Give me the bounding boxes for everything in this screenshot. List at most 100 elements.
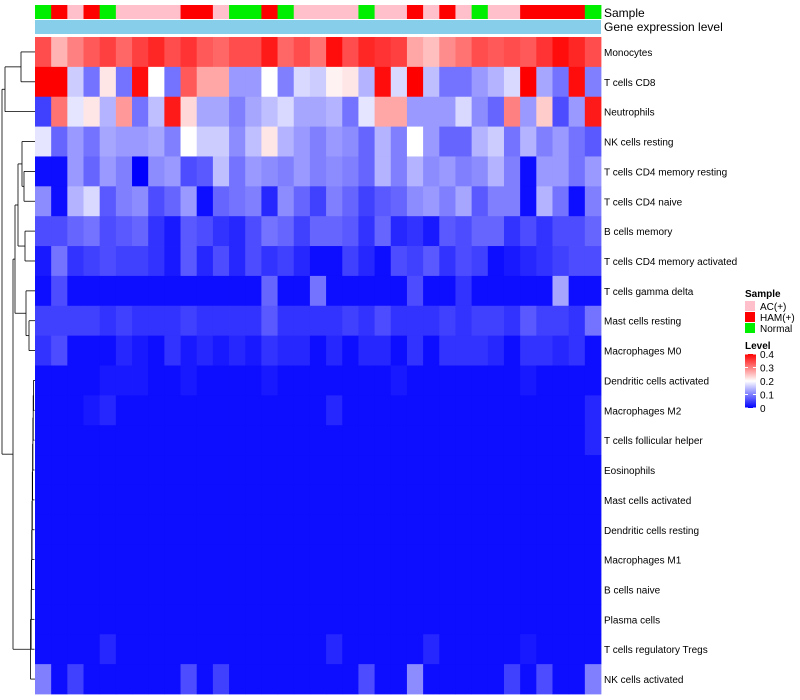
heatmap-cell (487, 66, 505, 98)
heatmap-cell (277, 335, 295, 366)
heatmap-cell (261, 186, 278, 217)
heatmap-cell (309, 216, 327, 247)
heatmap-cell (277, 246, 295, 277)
heatmap-cell (148, 544, 165, 575)
heatmap-cell (455, 574, 473, 605)
heatmap-cell (293, 335, 311, 366)
heatmap-cell (212, 275, 230, 307)
heatmap-cell (568, 455, 586, 486)
heatmap-cell (406, 604, 424, 635)
heatmap-cell (584, 425, 602, 456)
heatmap-cell (423, 514, 440, 546)
heatmap-cell (196, 246, 214, 277)
heatmap-cell (99, 156, 117, 187)
heatmap-cell (374, 156, 392, 187)
heatmap-cell (229, 574, 246, 605)
heatmap-cell (196, 484, 214, 516)
heatmap-cell (261, 604, 278, 635)
heatmap-cell (455, 634, 473, 665)
heatmap-cell (212, 544, 230, 575)
row-label: B cells naive (604, 585, 661, 596)
row-labels: Monocytes T cells CD8 Neutrophils NK cells … (604, 48, 737, 686)
heatmap-cell (390, 66, 408, 98)
heatmap-cell (390, 544, 408, 575)
heatmap-cell (552, 126, 570, 157)
heatmap-cell (552, 574, 570, 605)
heatmap-cell (164, 514, 181, 546)
heatmap-cell (584, 664, 602, 695)
heatmap-cell (115, 574, 133, 605)
heatmap-cell (390, 365, 408, 396)
heatmap-cell (164, 664, 181, 695)
heatmap-cell (358, 514, 375, 546)
heatmap-cell (406, 37, 424, 68)
heatmap-cell (293, 604, 311, 635)
heatmap-cell (115, 96, 133, 127)
sample-annotation-cell (326, 5, 343, 19)
heatmap-cell (326, 365, 343, 396)
heatmap-cell (83, 634, 101, 665)
heatmap-cell (406, 186, 424, 217)
heatmap-cell (164, 216, 181, 247)
heatmap-cell (245, 126, 262, 157)
heatmap-cell (568, 574, 586, 605)
heatmap-cell (487, 425, 505, 456)
heatmap-cell (245, 484, 262, 516)
heatmap-cell (503, 365, 521, 396)
heatmap-cell (180, 246, 198, 277)
heatmap-cell (261, 574, 278, 605)
heatmap-cell (568, 216, 586, 247)
heatmap-cell (196, 96, 214, 127)
heatmap-cell (406, 574, 424, 605)
heatmap-cell (51, 484, 68, 516)
heatmap-cell (342, 455, 359, 486)
heatmap-cell (439, 664, 456, 695)
heatmap-cell (180, 156, 198, 187)
heatmap-cell (67, 544, 84, 575)
heatmap-cell (245, 425, 262, 456)
heatmap-cell (568, 126, 586, 157)
heatmap-cell (67, 484, 84, 516)
heatmap-cell (245, 574, 262, 605)
heatmap-cell (35, 365, 52, 396)
heatmap-cell (51, 186, 68, 217)
heatmap-cell (552, 156, 570, 187)
heatmap-cell (229, 156, 246, 187)
heatmap-cell (164, 335, 181, 366)
heatmap-cell (261, 514, 278, 546)
heatmap-cell (212, 305, 230, 337)
heatmap-cell (148, 365, 165, 396)
heatmap-cell (99, 216, 117, 247)
heatmap-cell (261, 216, 278, 247)
heatmap-cell (552, 96, 570, 127)
heatmap-cell (520, 37, 537, 68)
heatmap-cell (229, 66, 246, 98)
heatmap-cell (132, 664, 149, 695)
heatmap-cell (277, 96, 295, 127)
heatmap-cell (536, 216, 553, 247)
heatmap-cell (584, 216, 602, 247)
heatmap-cell (245, 544, 262, 575)
heatmap-cell (67, 216, 84, 247)
heatmap-cell (180, 514, 198, 546)
heatmap-cell (245, 37, 262, 68)
heatmap-cell (196, 604, 214, 635)
heatmap-cell (358, 305, 375, 337)
heatmap-cell (132, 514, 149, 546)
heatmap-cell (374, 604, 392, 635)
heatmap-cell (439, 216, 456, 247)
heatmap-cell (309, 335, 327, 366)
heatmap-cell (390, 425, 408, 456)
heatmap-cell (67, 96, 84, 127)
sample-annotation-cell (374, 5, 392, 19)
heatmap-cell (67, 664, 84, 695)
heatmap-cell (115, 455, 133, 486)
heatmap-cell (568, 604, 586, 635)
heatmap-cell (261, 275, 278, 307)
row-label: T cells gamma delta (604, 287, 694, 298)
heatmap-cell (536, 275, 553, 307)
heatmap-cell (520, 305, 537, 337)
heatmap-cell (35, 126, 52, 157)
sample-annotation-cell (584, 5, 602, 19)
heatmap-cell (277, 664, 295, 695)
